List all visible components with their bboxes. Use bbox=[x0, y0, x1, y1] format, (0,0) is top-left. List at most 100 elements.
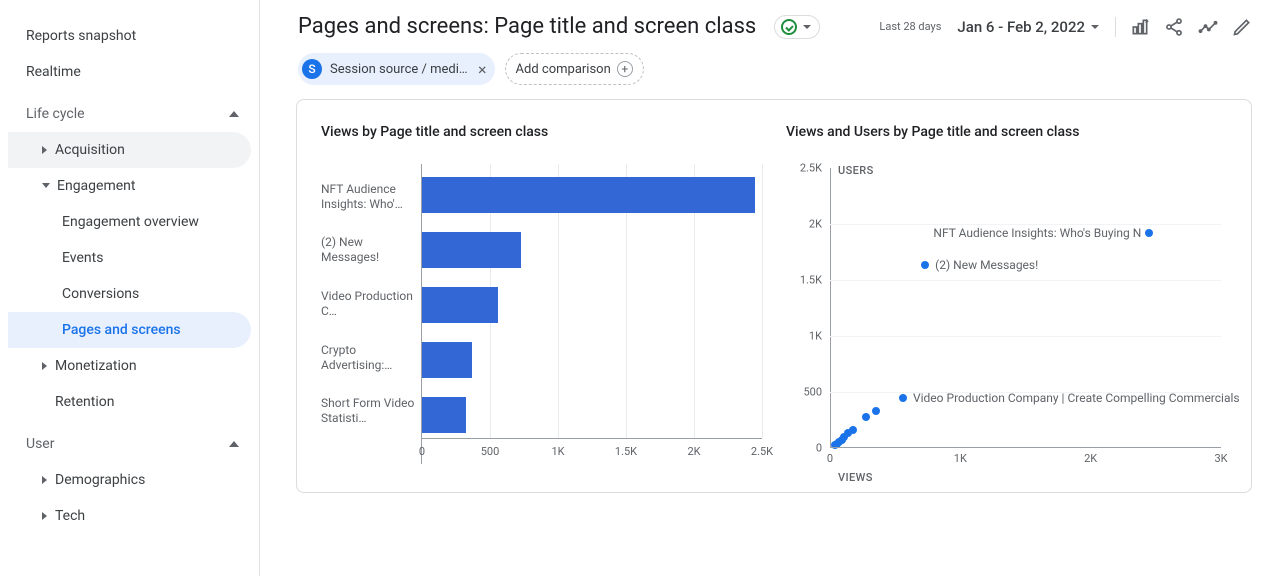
customize-icon[interactable] bbox=[1130, 17, 1150, 37]
chevron-down-icon bbox=[803, 25, 811, 29]
nav-label: Tech bbox=[55, 508, 85, 524]
sidebar: Reports snapshot Realtime Life cycle Acq… bbox=[0, 0, 260, 576]
insights-icon[interactable] bbox=[1198, 17, 1218, 37]
bar-label: Crypto Advertising:… bbox=[321, 343, 415, 373]
x-tick: 500 bbox=[481, 445, 500, 458]
close-icon[interactable]: × bbox=[478, 60, 487, 79]
x-tick: 0 bbox=[827, 452, 833, 465]
add-comparison-chip[interactable]: Add comparison + bbox=[505, 53, 644, 85]
gridline bbox=[830, 224, 1221, 225]
caret-right-icon bbox=[42, 476, 47, 484]
gridline bbox=[762, 164, 763, 438]
bar-label: (2) New Messages! bbox=[321, 235, 415, 265]
scatter-point-label: (2) New Messages! bbox=[935, 258, 1038, 272]
page-title: Pages and screens: Page title and screen… bbox=[298, 14, 756, 39]
main: Pages and screens: Page title and screen… bbox=[260, 0, 1268, 576]
date-range-picker[interactable]: Jan 6 - Feb 2, 2022 bbox=[957, 18, 1099, 36]
status-dropdown[interactable] bbox=[774, 15, 820, 39]
y-tick: 1K bbox=[786, 330, 826, 343]
nav-label: Retention bbox=[55, 394, 115, 410]
scatter-point[interactable] bbox=[899, 394, 907, 402]
bar[interactable] bbox=[422, 177, 755, 213]
x-tick: 2K bbox=[1084, 452, 1097, 465]
y-tick: 2K bbox=[786, 218, 826, 231]
chevron-up-icon bbox=[229, 111, 239, 117]
edit-icon[interactable] bbox=[1232, 17, 1252, 37]
date-label: Last 28 days bbox=[879, 20, 941, 33]
header-right: Last 28 days Jan 6 - Feb 2, 2022 bbox=[879, 17, 1252, 37]
x-tick: 3K bbox=[1214, 452, 1227, 465]
scatter-point[interactable] bbox=[921, 261, 929, 269]
nav-reports-snapshot[interactable]: Reports snapshot bbox=[8, 18, 251, 54]
y-tick: 500 bbox=[786, 386, 826, 399]
nav-realtime[interactable]: Realtime bbox=[8, 54, 251, 90]
charts-card: Views by Page title and screen class NFT… bbox=[296, 99, 1252, 493]
chevron-up-icon bbox=[229, 441, 239, 447]
nav-section-label: User bbox=[26, 436, 54, 452]
bar-label: NFT Audience Insights: Who'… bbox=[321, 182, 415, 212]
scatter-point[interactable] bbox=[862, 413, 870, 421]
x-tick: 2K bbox=[687, 445, 700, 458]
x-tick: 2.5K bbox=[751, 445, 773, 458]
gridline bbox=[830, 392, 1221, 393]
x-tick: 1K bbox=[551, 445, 564, 458]
page-header: Pages and screens: Page title and screen… bbox=[260, 0, 1268, 53]
scatter-point[interactable] bbox=[1145, 229, 1153, 237]
nav-label: Monetization bbox=[55, 358, 137, 374]
nav-section-label: Life cycle bbox=[26, 106, 85, 122]
nav-section-life-cycle[interactable]: Life cycle bbox=[8, 96, 251, 132]
gridline bbox=[830, 280, 1221, 281]
nav-engagement-overview[interactable]: Engagement overview bbox=[8, 204, 251, 240]
x-tick: 0 bbox=[419, 445, 425, 458]
nav-retention[interactable]: Retention bbox=[8, 384, 251, 420]
scatter-title: Views and Users by Page title and screen… bbox=[786, 124, 1227, 140]
nav-section-user[interactable]: User bbox=[8, 426, 251, 462]
bar[interactable] bbox=[422, 232, 521, 268]
filter-chip-text: Session source / mediu… bbox=[330, 62, 470, 77]
nav-label: Demographics bbox=[55, 472, 145, 488]
header-actions bbox=[1115, 17, 1252, 37]
nav-monetization[interactable]: Monetization bbox=[8, 348, 251, 384]
caret-right-icon bbox=[42, 146, 47, 154]
nav-acquisition[interactable]: Acquisition bbox=[8, 132, 251, 168]
bar-chart-panel: Views by Page title and screen class NFT… bbox=[321, 124, 762, 484]
bar-chart-title: Views by Page title and screen class bbox=[321, 124, 762, 140]
filter-chip[interactable]: S Session source / mediu… × bbox=[298, 53, 495, 85]
plus-icon: + bbox=[617, 61, 633, 77]
scatter-point-label: NFT Audience Insights: Who's Buying N bbox=[933, 226, 1141, 240]
bar-label: Video Production C… bbox=[321, 289, 415, 319]
date-range-text: Jan 6 - Feb 2, 2022 bbox=[957, 18, 1085, 36]
filter-badge: S bbox=[302, 59, 322, 79]
nav-engagement[interactable]: Engagement bbox=[8, 168, 251, 204]
nav-pages-and-screens[interactable]: Pages and screens bbox=[8, 312, 251, 348]
nav-events[interactable]: Events bbox=[8, 240, 251, 276]
x-tick: 1K bbox=[954, 452, 967, 465]
scatter-y-axis bbox=[830, 168, 831, 448]
bar[interactable] bbox=[422, 287, 498, 323]
scatter-x-axis-label: VIEWS bbox=[838, 471, 873, 484]
caret-right-icon bbox=[42, 512, 47, 520]
bar-chart: NFT Audience Insights: Who'… (2) New Mess… bbox=[321, 164, 762, 464]
y-tick: 1.5K bbox=[786, 274, 826, 287]
nav-label: Acquisition bbox=[55, 142, 125, 158]
bar-label: Short Form Video Statisti… bbox=[321, 396, 415, 426]
scatter-chart: USERS NFT Audience Insights: Who's Buyin… bbox=[786, 164, 1227, 484]
gridline bbox=[830, 336, 1221, 337]
comparison-chips: S Session source / mediu… × Add comparis… bbox=[260, 53, 1268, 99]
check-circle-icon bbox=[781, 19, 797, 35]
x-tick: 1.5K bbox=[615, 445, 637, 458]
caret-right-icon bbox=[42, 362, 47, 370]
add-comparison-label: Add comparison bbox=[516, 62, 611, 77]
scatter-panel: Views and Users by Page title and screen… bbox=[786, 124, 1227, 484]
nav-label: Engagement bbox=[57, 178, 135, 194]
y-tick: 0 bbox=[786, 442, 826, 455]
nav-conversions[interactable]: Conversions bbox=[8, 276, 251, 312]
bar[interactable] bbox=[422, 342, 472, 378]
y-tick: 2.5K bbox=[786, 162, 826, 175]
nav-demographics[interactable]: Demographics bbox=[8, 462, 251, 498]
caret-down-icon bbox=[42, 183, 50, 188]
bar[interactable] bbox=[422, 397, 466, 433]
nav-tech[interactable]: Tech bbox=[8, 498, 251, 534]
scatter-point[interactable] bbox=[872, 407, 880, 415]
share-icon[interactable] bbox=[1164, 17, 1184, 37]
